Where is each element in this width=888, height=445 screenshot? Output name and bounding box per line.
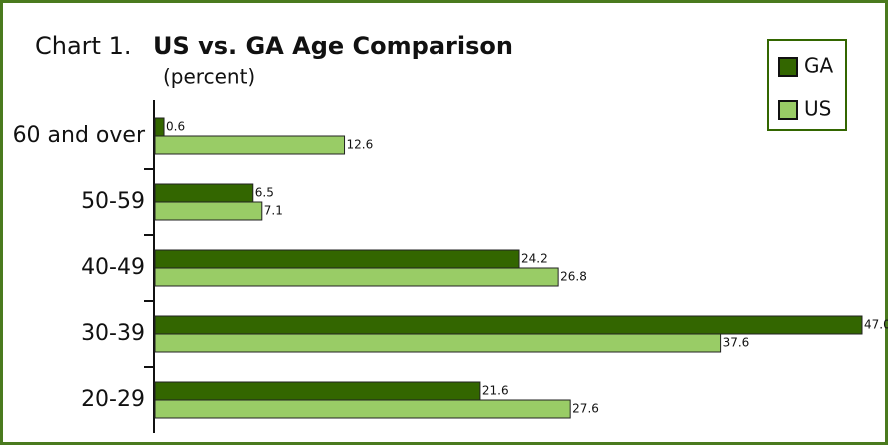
- chart-title: US vs. GA Age Comparison: [153, 32, 513, 60]
- bar: [154, 315, 863, 335]
- y-tick-label: 20-29: [81, 387, 145, 412]
- bar: [154, 117, 165, 137]
- bar: [154, 201, 263, 221]
- data-label: 7.1: [264, 204, 283, 218]
- data-label: 37.6: [723, 336, 750, 350]
- y-tick-label: 60 and over: [13, 123, 146, 148]
- chart-title-prefix: Chart 1.: [35, 32, 131, 60]
- legend-swatch: [778, 100, 798, 120]
- data-label: 47.0: [864, 318, 888, 332]
- data-label: 0.6: [166, 120, 185, 134]
- data-label: 26.8: [560, 270, 587, 284]
- legend-label: GA: [804, 54, 833, 78]
- bar: [154, 249, 520, 269]
- bar: [154, 381, 481, 401]
- data-label: 21.6: [482, 384, 509, 398]
- y-tick-label: 50-59: [81, 189, 145, 214]
- data-label: 24.2: [521, 252, 548, 266]
- data-label: 6.5: [255, 186, 274, 200]
- data-label: 27.6: [572, 402, 599, 416]
- bar: [154, 333, 722, 353]
- legend-label: US: [804, 97, 831, 121]
- chart-subtitle: (percent): [163, 65, 255, 89]
- y-tick-label: 30-39: [81, 321, 145, 346]
- bar: [154, 135, 346, 155]
- bar: [154, 399, 571, 419]
- legend-swatch: [778, 57, 798, 77]
- y-tick-label: 40-49: [81, 255, 145, 280]
- bar: [154, 267, 559, 287]
- data-label: 12.6: [347, 138, 374, 152]
- bar: [154, 183, 254, 203]
